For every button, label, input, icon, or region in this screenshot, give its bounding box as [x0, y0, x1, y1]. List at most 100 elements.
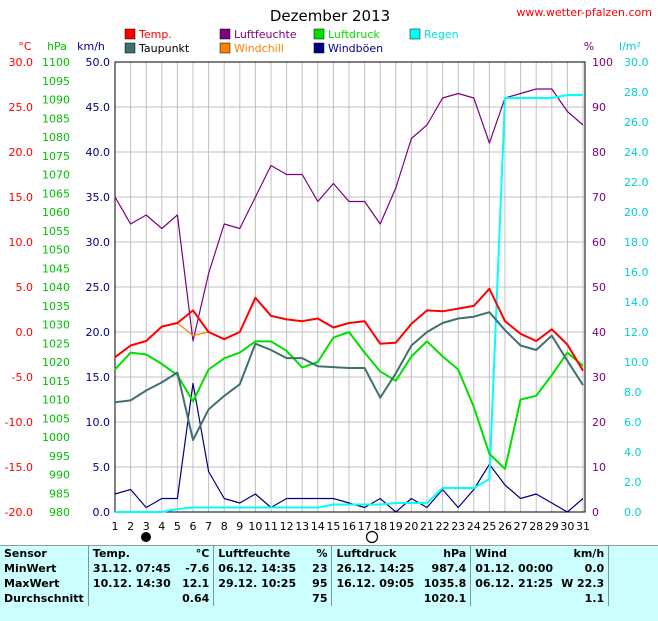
x-tick-label: 22 [436, 520, 450, 533]
legend-swatch [313, 42, 325, 54]
series-line-windböen [114, 382, 584, 513]
humidity-tick-label: 0 [592, 506, 599, 519]
wind-tick-label: 30.0 [86, 236, 111, 249]
temp-tick-label: -10.0 [5, 416, 33, 429]
x-tick-label: 28 [529, 520, 543, 533]
wind-tick-label: 40.0 [86, 146, 111, 159]
header-pressure: Luftdruck [331, 546, 420, 561]
legend-label: Windböen [328, 42, 383, 55]
humidity-value: 75 [312, 592, 328, 605]
pressure-tick-label: 1025 [42, 337, 70, 350]
pressure-unit: hPa [47, 40, 67, 53]
pressure-tick-label: 990 [49, 469, 70, 482]
header-humidity-unit: % [316, 547, 328, 560]
humidity-tick-label: 40 [592, 326, 606, 339]
rain-tick-label: 2.0 [624, 476, 642, 489]
rain-tick-label: 12.0 [624, 326, 649, 339]
legend-label: Luftfeuchte [234, 28, 297, 41]
wind-tick-label: 45.0 [86, 101, 111, 114]
wind-value: 0.0 [584, 562, 605, 575]
rain-tick-label: 16.0 [624, 266, 649, 279]
legend-swatch [124, 42, 136, 54]
rain-tick-label: 22.0 [624, 176, 649, 189]
wind-unit: km/h [77, 40, 105, 53]
stats-panel: Sensor Temp. °C Luftfeuchte % Luftdruck … [0, 545, 658, 621]
rain-tick-label: 4.0 [624, 446, 642, 459]
pressure-time: 16.12. 09:05 [331, 576, 420, 591]
series-line-temp [114, 287, 584, 372]
header-humidity: Luftfeuchte [213, 546, 302, 561]
x-tick-label: 31 [576, 520, 590, 533]
pressure-value: 1035.8 [423, 577, 467, 590]
x-tick-label: 26 [498, 520, 512, 533]
wind-tick-label: 15.0 [86, 371, 111, 384]
pressure-tick-label: 1015 [42, 375, 70, 388]
humidity-time [213, 591, 302, 606]
pressure-tick-label: 1080 [42, 131, 70, 144]
header-temp-unit: °C [195, 547, 210, 560]
stats-row-max: MaxWert 10.12. 14:30 12.1 29.12. 10:25 9… [0, 576, 658, 591]
pressure-tick-label: 1005 [42, 412, 70, 425]
x-tick-label: 21 [420, 520, 434, 533]
x-tick-label: 7 [205, 520, 212, 533]
humidity-time: 06.12. 14:35 [213, 561, 302, 576]
stats-header-row: Sensor Temp. °C Luftfeuchte % Luftdruck … [0, 546, 658, 561]
rain-tick-label: 28.0 [624, 86, 649, 99]
stats-row-avg: Durchschnitt 0.64 75 1020.1 1.1 [0, 591, 658, 606]
pressure-tick-label: 1035 [42, 300, 70, 313]
plot-area [114, 88, 584, 513]
temp-tick-label: 15.0 [9, 191, 34, 204]
legend-swatch [219, 42, 231, 54]
x-tick-label: 8 [221, 520, 228, 533]
grid [114, 61, 586, 513]
legend-swatch [124, 28, 136, 40]
x-tick-label: 4 [158, 520, 165, 533]
wind-tick-label: 10.0 [86, 416, 111, 429]
legend-label: Windchill [234, 42, 284, 55]
legend-label: Regen [424, 28, 459, 41]
site-url[interactable]: www.wetter-pfalzen.com [516, 6, 652, 19]
rain-tick-label: 10.0 [624, 356, 649, 369]
x-tick-label: 14 [311, 520, 325, 533]
pressure-tick-label: 1055 [42, 225, 70, 238]
wind-time: 06.12. 21:25 [470, 576, 558, 591]
header-pressure-unit: hPa [443, 547, 467, 560]
temp-tick-label: -5.0 [12, 371, 33, 384]
humidity-tick-label: 70 [592, 191, 606, 204]
x-tick-label: 25 [482, 520, 496, 533]
row-label: MaxWert [4, 577, 60, 590]
humidity-tick-label: 30 [592, 371, 606, 384]
pressure-tick-label: 1100 [42, 56, 70, 69]
humidity-unit: % [584, 40, 594, 53]
humidity-tick-label: 50 [592, 281, 606, 294]
humidity-time: 29.12. 10:25 [213, 576, 302, 591]
header-temp: Temp. [87, 546, 177, 561]
humidity-tick-label: 80 [592, 146, 606, 159]
x-tick-label: 12 [280, 520, 294, 533]
pressure-tick-label: 1070 [42, 169, 70, 182]
pressure-tick-label: 980 [49, 506, 70, 519]
pressure-time [331, 591, 420, 606]
pressure-tick-label: 1085 [42, 112, 70, 125]
rain-tick-label: 14.0 [624, 296, 649, 309]
x-tick-label: 9 [236, 520, 243, 533]
x-tick-label: 23 [451, 520, 465, 533]
humidity-tick-label: 60 [592, 236, 606, 249]
x-tick-label: 17 [358, 520, 372, 533]
x-tick-label: 24 [467, 520, 481, 533]
series-line-taupunkt [114, 311, 584, 441]
temp-tick-label: 0.0 [16, 326, 34, 339]
humidity-tick-label: 90 [592, 101, 606, 114]
rain-tick-label: 8.0 [624, 386, 642, 399]
pressure-value: 987.4 [431, 562, 467, 575]
full-moon-icon [365, 530, 379, 544]
pressure-tick-label: 1010 [42, 394, 70, 407]
pressure-tick-label: 1095 [42, 75, 70, 88]
moon-phases [141, 530, 379, 544]
pressure-tick-label: 1065 [42, 187, 70, 200]
rain-tick-label: 26.0 [624, 116, 649, 129]
series-line-luftdruck [114, 331, 584, 470]
rain-tick-label: 30.0 [624, 56, 649, 69]
x-tick-label: 10 [248, 520, 262, 533]
x-tick-label: 15 [326, 520, 340, 533]
